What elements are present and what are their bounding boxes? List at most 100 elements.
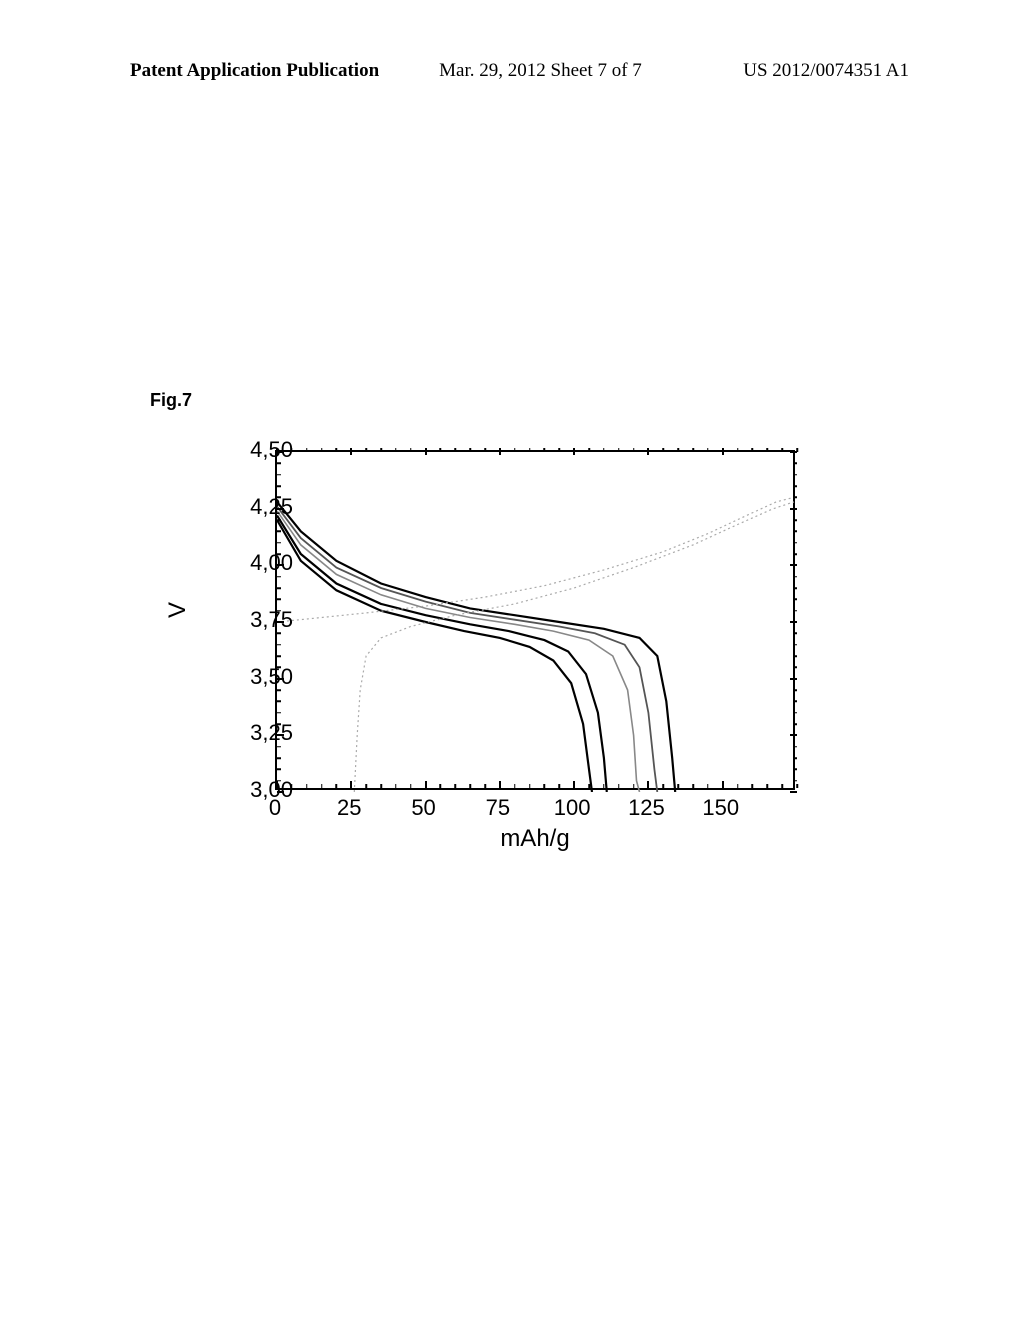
ytick-minor: [793, 712, 797, 714]
xtick-minor: [692, 448, 694, 452]
xtick-minor: [618, 784, 620, 788]
ytick-minor: [277, 599, 281, 601]
xtick-minor: [469, 448, 471, 452]
xtick-mark: [425, 781, 427, 788]
ytick-minor: [793, 497, 797, 499]
xtick-minor: [455, 784, 457, 788]
xtick-label: 0: [269, 795, 281, 821]
series-discharge-1: [277, 502, 675, 792]
xtick-minor: [633, 448, 635, 452]
figure-label: Fig.7: [150, 390, 192, 411]
xtick-minor: [737, 448, 739, 452]
ytick-label: 4,50: [223, 437, 293, 463]
xtick-minor: [752, 784, 754, 788]
ytick-mark: [790, 508, 797, 510]
plot-area: [275, 450, 795, 790]
xtick-minor: [306, 448, 308, 452]
xtick-minor: [752, 448, 754, 452]
xtick-mark: [350, 781, 352, 788]
ytick-minor: [793, 667, 797, 669]
series-discharge-5: [277, 520, 592, 792]
xtick-minor: [781, 448, 783, 452]
ytick-mark: [790, 564, 797, 566]
xtick-minor: [514, 448, 516, 452]
xtick-mark: [647, 781, 649, 788]
xtick-minor: [410, 784, 412, 788]
header-left: Patent Application Publication: [130, 60, 379, 82]
series-discharge-4: [277, 516, 607, 793]
xtick-minor: [469, 784, 471, 788]
page-header: Patent Application Publication Mar. 29, …: [0, 60, 1024, 82]
ytick-minor: [277, 655, 281, 657]
series-discharge-2: [277, 506, 657, 792]
xtick-minor: [336, 448, 338, 452]
ytick-minor: [793, 746, 797, 748]
ytick-minor: [277, 531, 281, 533]
xtick-minor: [707, 448, 709, 452]
series-discharge-3: [277, 511, 640, 792]
xtick-minor: [559, 448, 561, 452]
xtick-minor: [365, 784, 367, 788]
xtick-minor: [796, 784, 798, 788]
series-charge-2: [354, 502, 794, 792]
xtick-minor: [395, 784, 397, 788]
xtick-minor: [321, 784, 323, 788]
xtick-minor: [365, 448, 367, 452]
x-axis-label: mAh/g: [275, 825, 795, 853]
xtick-minor: [529, 784, 531, 788]
xtick-minor: [306, 784, 308, 788]
ytick-minor: [793, 531, 797, 533]
xtick-minor: [380, 784, 382, 788]
xtick-mark: [573, 448, 575, 455]
xtick-mark: [425, 448, 427, 455]
xtick-minor: [767, 448, 769, 452]
ytick-label: 4,25: [223, 494, 293, 520]
ytick-label: 3,75: [223, 607, 293, 633]
xtick-minor: [781, 784, 783, 788]
xtick-mark: [573, 781, 575, 788]
ytick-minor: [277, 712, 281, 714]
xtick-minor: [484, 784, 486, 788]
ytick-minor: [277, 587, 281, 589]
ytick-minor: [793, 689, 797, 691]
xtick-minor: [633, 784, 635, 788]
xtick-minor: [588, 784, 590, 788]
ytick-minor: [793, 780, 797, 782]
xtick-label: 50: [411, 795, 435, 821]
xtick-minor: [677, 448, 679, 452]
xtick-minor: [618, 448, 620, 452]
ytick-minor: [793, 519, 797, 521]
y-axis-label: V: [164, 602, 192, 618]
ytick-label: 3,50: [223, 664, 293, 690]
ytick-minor: [277, 485, 281, 487]
xtick-label: 150: [702, 795, 739, 821]
ytick-mark: [790, 734, 797, 736]
xtick-minor: [692, 784, 694, 788]
xtick-minor: [677, 784, 679, 788]
chart-svg: [277, 452, 797, 792]
xtick-minor: [544, 448, 546, 452]
xtick-minor: [707, 784, 709, 788]
ytick-minor: [793, 723, 797, 725]
xtick-label: 125: [628, 795, 665, 821]
ytick-minor: [793, 587, 797, 589]
ytick-minor: [277, 542, 281, 544]
xtick-minor: [603, 448, 605, 452]
ytick-minor: [793, 474, 797, 476]
ytick-minor: [793, 542, 797, 544]
xtick-label: 25: [337, 795, 361, 821]
xtick-minor: [767, 784, 769, 788]
xtick-minor: [484, 448, 486, 452]
ytick-mark: [790, 791, 797, 793]
ytick-minor: [277, 757, 281, 759]
xtick-minor: [663, 784, 665, 788]
xtick-label: 75: [486, 795, 510, 821]
ytick-minor: [793, 463, 797, 465]
ytick-minor: [277, 474, 281, 476]
ytick-minor: [793, 769, 797, 771]
xtick-minor: [395, 448, 397, 452]
ytick-minor: [793, 576, 797, 578]
ytick-minor: [793, 655, 797, 657]
xtick-minor: [544, 784, 546, 788]
ytick-minor: [277, 769, 281, 771]
